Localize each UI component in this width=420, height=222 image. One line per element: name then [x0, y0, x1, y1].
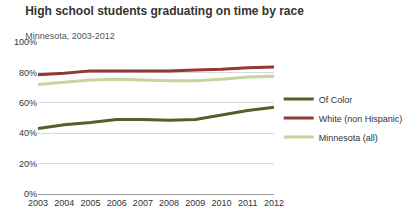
svg-text:2003: 2003: [28, 198, 48, 208]
svg-text:100%: 100%: [14, 37, 37, 47]
svg-text:Of Color: Of Color: [319, 95, 353, 105]
svg-text:2007: 2007: [133, 198, 153, 208]
svg-text:Minnesota (all): Minnesota (all): [319, 133, 378, 143]
svg-text:2010: 2010: [212, 198, 232, 208]
svg-text:Minnesota, 2003-2012: Minnesota, 2003-2012: [25, 31, 115, 41]
svg-text:High school students graduatin: High school students graduating on time …: [25, 4, 304, 18]
svg-text:0%: 0%: [24, 189, 37, 199]
svg-text:80%: 80%: [19, 68, 37, 78]
svg-text:2005: 2005: [80, 198, 100, 208]
svg-text:2006: 2006: [107, 198, 127, 208]
svg-text:2011: 2011: [238, 198, 257, 208]
svg-text:2009: 2009: [185, 198, 205, 208]
svg-text:60%: 60%: [19, 98, 37, 108]
svg-text:20%: 20%: [19, 159, 37, 169]
svg-text:White (non Hispanic): White (non Hispanic): [319, 114, 403, 124]
svg-text:2008: 2008: [159, 198, 179, 208]
svg-text:2012: 2012: [264, 198, 284, 208]
svg-text:2004: 2004: [54, 198, 74, 208]
svg-text:40%: 40%: [19, 128, 37, 138]
